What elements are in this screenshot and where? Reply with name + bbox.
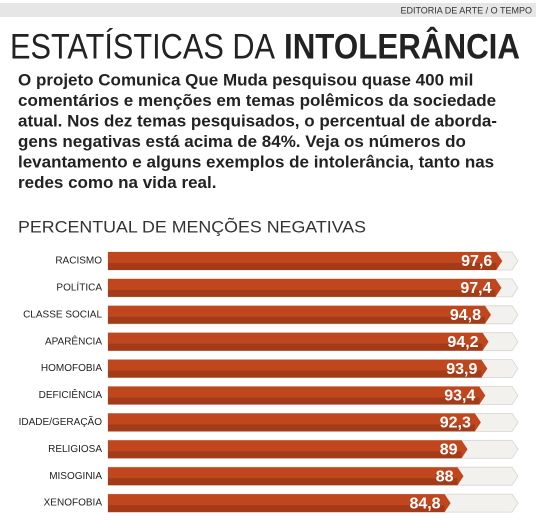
bar-shade — [108, 451, 462, 459]
category-label: HOMOFOBIA — [41, 363, 102, 374]
bar — [108, 440, 468, 459]
value-label: 94,2 — [447, 334, 478, 351]
value-label: 93,9 — [446, 361, 477, 378]
value-label: 93,4 — [444, 388, 475, 405]
value-label: 84,8 — [409, 495, 440, 512]
category-label: CLASSE SOCIAL — [23, 309, 102, 320]
bar — [108, 494, 451, 513]
category-label: XENOFOBIA — [44, 498, 103, 509]
chart-title: PERCENTUAL DE MENÇÕES NEGATIVAS — [18, 217, 366, 236]
intro: O projeto Comunica Que Muda pesquisou qu… — [18, 70, 497, 192]
bar — [108, 386, 486, 405]
credit: EDITORIA DE ARTE / O TEMPO — [400, 5, 532, 15]
value-label: 89 — [440, 442, 458, 459]
intro-line: atual. Nos dez temas pesquisados, o perc… — [18, 111, 497, 130]
bar — [108, 252, 503, 270]
intro-line: levantamento e alguns exemplos de intole… — [18, 152, 494, 171]
value-label: 97,6 — [461, 253, 492, 270]
intro-line: comentários e menções em temas polêmicos… — [18, 91, 496, 110]
intro-line: O projeto Comunica Que Muda pesquisou qu… — [18, 70, 473, 89]
category-label: DEFICIÊNCIA — [39, 388, 103, 401]
value-label: 92,3 — [440, 415, 471, 432]
bar-shade — [108, 424, 475, 432]
value-label: 94,8 — [450, 307, 481, 324]
bar-shade — [108, 370, 482, 378]
category-label: MISOGINIA — [49, 471, 102, 482]
bar — [108, 332, 489, 351]
bar-shade — [108, 397, 480, 405]
category-label: IDADE/GERAÇÃO — [19, 415, 103, 428]
value-label: 97,4 — [460, 280, 491, 297]
intro-line: gens negativas está acima de 84%. Veja o… — [18, 132, 466, 151]
bar — [108, 305, 491, 324]
bar — [108, 467, 464, 486]
bar-shade — [108, 505, 445, 513]
bar — [108, 413, 481, 432]
category-label: APARÊNCIA — [45, 334, 102, 347]
headline-bold: INTOLERÂNCIA — [284, 26, 520, 66]
category-label: POLÍTICA — [56, 281, 102, 294]
intro-line: redes como na vida real. — [18, 173, 216, 192]
headline-light: ESTATÍSTICAS DA — [10, 27, 276, 66]
bar-shade — [108, 316, 485, 324]
category-label: RELIGIOSA — [48, 444, 102, 455]
bar-shade — [108, 289, 496, 297]
category-label: RACISMO — [55, 256, 102, 267]
bar — [108, 278, 502, 297]
bar-shade — [108, 343, 483, 351]
bar-shade — [108, 263, 497, 270]
credit-band — [0, 3, 536, 17]
bar-chart: RACISMO 97,6 POLÍTICA 97,4 CLASSE SOCIAL 94,8… — [19, 251, 519, 513]
bar — [108, 359, 488, 378]
value-label: 88 — [436, 468, 454, 485]
bar-shade — [108, 478, 458, 486]
